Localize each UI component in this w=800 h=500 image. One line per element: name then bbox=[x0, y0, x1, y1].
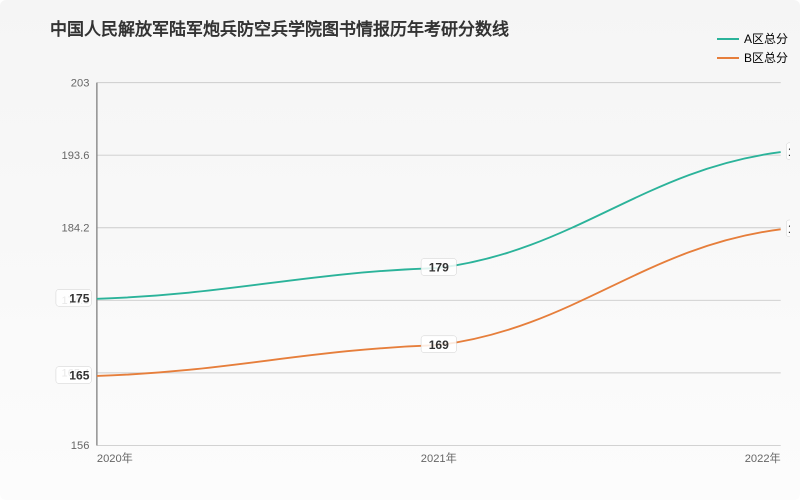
legend: A区总分 B区总分 bbox=[717, 30, 788, 68]
svg-text:175: 175 bbox=[69, 292, 89, 306]
svg-text:2020年: 2020年 bbox=[97, 451, 133, 465]
svg-text:169: 169 bbox=[429, 338, 449, 352]
svg-text:2021年: 2021年 bbox=[421, 451, 457, 465]
svg-text:184.2: 184.2 bbox=[62, 222, 90, 234]
svg-text:193.6: 193.6 bbox=[62, 150, 90, 162]
svg-text:2022年: 2022年 bbox=[745, 451, 781, 465]
svg-text:194: 194 bbox=[788, 145, 790, 159]
svg-text:165: 165 bbox=[69, 369, 89, 383]
chart-container: 中国人民解放军陆军炮兵防空兵学院图书情报历年考研分数线 A区总分 B区总分 15… bbox=[0, 0, 800, 500]
plot-area: 156165.4174.8184.2193.62032020年2021年2022… bbox=[55, 68, 790, 458]
legend-label-b: B区总分 bbox=[744, 49, 788, 66]
svg-text:203: 203 bbox=[71, 77, 90, 89]
legend-item-a: A区总分 bbox=[717, 30, 788, 47]
svg-text:179: 179 bbox=[429, 261, 449, 275]
chart-title: 中国人民解放军陆军炮兵防空兵学院图书情报历年考研分数线 bbox=[50, 15, 509, 40]
svg-text:184: 184 bbox=[788, 222, 790, 236]
legend-item-b: B区总分 bbox=[717, 49, 788, 66]
plot-svg: 156165.4174.8184.2193.62032020年2021年2022… bbox=[55, 68, 790, 488]
legend-label-a: A区总分 bbox=[744, 30, 788, 47]
legend-swatch-b bbox=[717, 57, 739, 59]
svg-text:156: 156 bbox=[71, 440, 90, 452]
legend-swatch-a bbox=[717, 38, 739, 40]
